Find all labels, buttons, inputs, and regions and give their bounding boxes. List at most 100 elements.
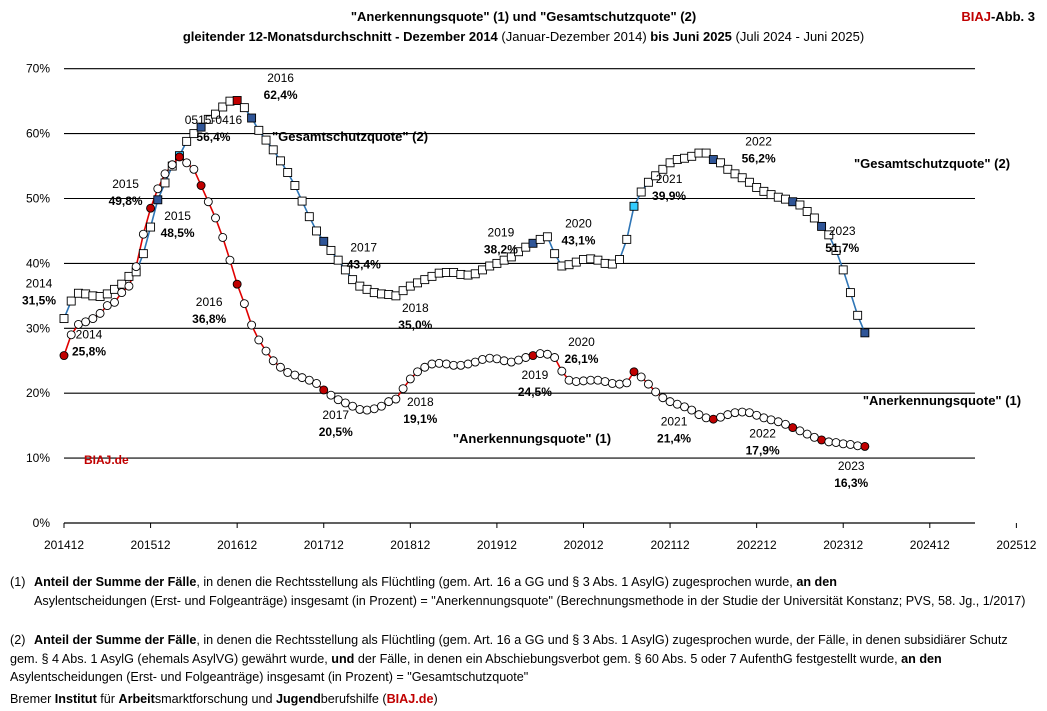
annotation-value: 62,4%	[264, 88, 298, 102]
x-tick-label: 201412	[44, 538, 84, 552]
annotation-value: 39,9%	[652, 189, 686, 203]
annotation-label: 2014	[26, 277, 53, 291]
data-point-anerkennung	[348, 401, 358, 411]
annotation-value: 56,2%	[742, 151, 776, 165]
data-point-gesamt	[326, 245, 336, 255]
data-point-anerkennung	[66, 330, 76, 340]
annotation-value: 43,1%	[561, 234, 595, 248]
data-point-gesamt	[290, 181, 300, 190]
data-point-anerkennung	[658, 393, 668, 403]
annotation-label: 2016	[267, 71, 294, 85]
annotation-label: 2019	[522, 368, 549, 382]
data-point-gesamt	[744, 177, 754, 187]
data-point-gesamt	[348, 275, 358, 285]
data-point-gesamt	[607, 259, 617, 269]
data-point-anerkennung	[189, 164, 199, 174]
data-point-gesamt	[802, 207, 812, 216]
data-point-anerkennung	[117, 288, 127, 298]
data-point-anerkennung	[131, 262, 141, 272]
data-point-anerkennung	[550, 353, 560, 362]
x-tick-label: 201812	[390, 538, 430, 552]
data-point-anerkennung	[723, 410, 733, 420]
data-point-anerkennung	[413, 367, 422, 377]
data-point-gesamt	[110, 284, 119, 294]
footnote-2-bold-a: Anteil der Summe der Fälle	[34, 633, 197, 647]
data-point-anerkennung	[434, 358, 444, 368]
data-point-anerkennung	[651, 387, 661, 397]
data-point-anerkennung	[312, 379, 321, 388]
data-point-anerkennung	[261, 346, 271, 356]
data-point-gesamt	[254, 125, 264, 135]
y-tick-label: 70%	[26, 62, 50, 76]
data-point-anerkennung	[831, 438, 841, 447]
x-tick-label: 202012	[563, 538, 603, 552]
data-point-gesamt	[716, 158, 726, 168]
data-point-gesamt	[66, 296, 76, 306]
data-point-gesamt	[795, 200, 805, 210]
data-point-anerkennung	[730, 408, 740, 418]
y-tick-label: 50%	[26, 192, 50, 206]
annotation-value: 24,5%	[518, 385, 552, 399]
data-point-anerkennung	[427, 359, 437, 369]
source-4: Arbeit	[118, 692, 155, 706]
data-point-anerkennung	[174, 152, 184, 162]
data-point-gesamt	[615, 255, 625, 264]
data-point-gesamt	[160, 178, 170, 188]
annotation-label: 2018	[407, 395, 434, 409]
annotation-label: 2023	[838, 459, 865, 473]
data-point-anerkennung	[579, 376, 588, 386]
annotation-label: 2018	[402, 301, 429, 315]
footnote-1-text-b: , in denen die Rechtsstellung als Flücht…	[196, 575, 797, 589]
data-point-gesamt	[398, 286, 408, 296]
data-point-anerkennung	[643, 379, 653, 389]
data-point-anerkennung	[232, 279, 242, 289]
data-point-gesamt	[514, 247, 523, 257]
data-point-anerkennung	[708, 414, 718, 424]
data-point-gesamt	[218, 102, 228, 112]
data-point-gesamt	[232, 96, 242, 105]
source-6: Jugend	[275, 692, 321, 706]
data-point-gesamt	[59, 314, 69, 324]
data-point-anerkennung	[824, 437, 834, 447]
annotation-value: 43,4%	[347, 257, 381, 271]
data-point-anerkennung	[355, 404, 365, 414]
x-tick-label: 202512	[996, 538, 1036, 552]
footnote-1-bold-c: an den	[796, 575, 837, 589]
annotation-label: 2017	[322, 408, 349, 422]
data-point-gesamt	[203, 114, 213, 124]
footnote-2-number: (2)	[10, 633, 26, 647]
x-tick-label: 201712	[304, 538, 344, 552]
data-point-gesamt	[117, 279, 127, 289]
source-line: Bremer Institut für Arbeitsmarktforschun…	[10, 690, 438, 709]
data-point-anerkennung	[88, 314, 98, 324]
annotation-label: 2022	[749, 426, 776, 440]
data-point-anerkennung	[557, 366, 567, 376]
footnote-2-text-f: Asylentscheidungen (Erst- und Folgeanträ…	[10, 670, 529, 684]
data-point-anerkennung	[622, 378, 632, 388]
series-name-label: "Gesamtschutzquote" (2)	[272, 129, 428, 144]
data-point-anerkennung	[499, 356, 509, 366]
source-2: Institut	[54, 692, 97, 706]
annotation-value: 16,3%	[834, 476, 868, 490]
data-point-gesamt	[550, 249, 560, 259]
data-point-anerkennung	[615, 379, 625, 389]
data-point-anerkennung	[182, 158, 192, 168]
data-point-anerkennung	[81, 317, 91, 327]
annotation-label: 2015	[164, 209, 191, 223]
data-point-anerkennung	[276, 362, 285, 372]
data-point-gesamt	[304, 212, 314, 222]
data-point-gesamt	[391, 291, 401, 301]
data-point-anerkennung	[196, 181, 206, 190]
data-point-anerkennung	[146, 203, 156, 213]
data-point-gesamt	[542, 232, 552, 242]
data-point-anerkennung	[838, 439, 848, 449]
series-line	[63, 155, 865, 448]
data-point-gesamt	[737, 173, 747, 183]
data-point-anerkennung	[247, 320, 257, 330]
data-point-anerkennung	[326, 390, 336, 400]
data-point-anerkennung	[564, 375, 574, 385]
data-point-gesamt	[838, 265, 848, 275]
data-point-anerkennung	[110, 297, 119, 307]
data-point-gesamt	[658, 164, 668, 174]
data-point-anerkennung	[167, 160, 177, 170]
